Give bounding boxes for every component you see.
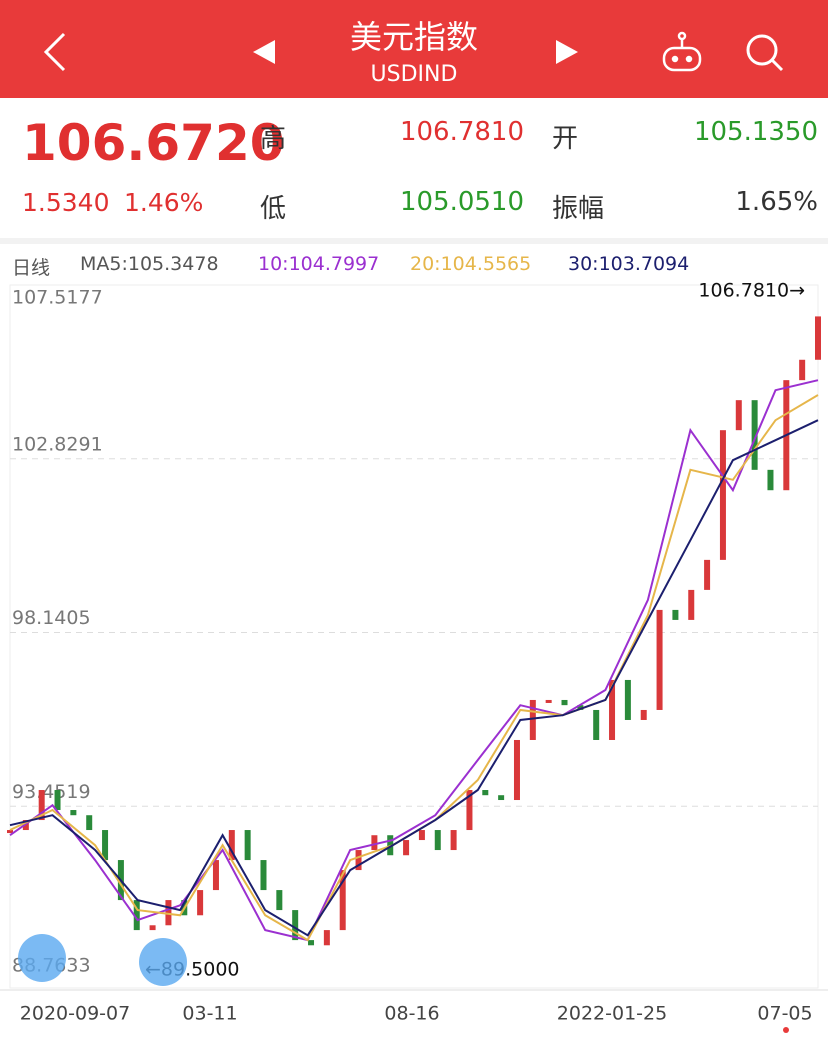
candle: [149, 925, 156, 931]
candle: [86, 815, 93, 831]
prev-icon[interactable]: [253, 40, 275, 64]
change: 1.5340: [22, 188, 110, 217]
candle: [212, 860, 219, 891]
candle: [7, 830, 13, 834]
low: 105.0510: [399, 187, 524, 217]
candle: [513, 739, 520, 801]
candle: [751, 400, 758, 470]
legend-ma10: 10:104.7997: [258, 253, 380, 275]
plot-frame: [9, 284, 819, 989]
candle: [688, 589, 695, 620]
candle: [561, 699, 568, 706]
candle: [197, 890, 204, 916]
candle: [165, 900, 172, 926]
candle: [704, 559, 711, 590]
candle: [38, 790, 45, 821]
candle: [355, 850, 362, 871]
candle: [767, 469, 774, 491]
divider: [0, 238, 828, 244]
high-annotation: 106.7810→: [698, 280, 805, 302]
change-pct: 1.46%: [124, 188, 204, 217]
next-icon[interactable]: [556, 40, 578, 64]
candle: [276, 890, 283, 911]
candle: [609, 679, 616, 740]
candle: [672, 609, 679, 620]
candle: [450, 830, 457, 851]
robot-icon[interactable]: [662, 31, 702, 72]
fullscreen-button[interactable]: [139, 938, 187, 986]
candle: [371, 835, 378, 851]
legend-period: 日线: [12, 257, 51, 279]
candle: [244, 830, 251, 861]
candle: [656, 609, 663, 710]
price: 106.6720: [22, 114, 285, 172]
candle: [577, 705, 584, 710]
zoom-button[interactable]: [18, 934, 66, 982]
candle: [323, 930, 330, 946]
open-label: 开: [552, 124, 579, 154]
ma-line: [9, 419, 819, 937]
candle: [418, 830, 425, 841]
legend-ma20: 20:104.5565: [410, 253, 532, 275]
y-tick-label: 93.4519: [12, 781, 91, 803]
y-tick-label: 98.1405: [12, 607, 91, 629]
candle: [292, 910, 299, 941]
amp: 1.65%: [735, 187, 818, 217]
candle: [640, 709, 647, 720]
candle: [466, 790, 473, 831]
subtitle: USDIND: [370, 62, 458, 87]
candle: [339, 870, 346, 931]
y-tick-label: 107.5177: [12, 287, 103, 309]
candle: [260, 860, 267, 891]
candle: [482, 790, 489, 796]
candle: [102, 830, 109, 861]
candle: [403, 840, 410, 856]
open: 105.1350: [693, 117, 818, 147]
search-icon[interactable]: [746, 34, 784, 72]
back-icon[interactable]: [43, 32, 66, 72]
x-tick-label: 2022-01-25: [557, 1003, 667, 1025]
title: 美元指数: [349, 18, 478, 56]
header: 美元指数 USDIND: [0, 0, 828, 98]
candle: [54, 790, 61, 811]
low-label: 低: [260, 194, 287, 224]
high-label: 高: [260, 124, 287, 154]
x-tick-label: 08-16: [384, 1003, 439, 1025]
candle: [815, 316, 821, 360]
y-tick-label: 102.8291: [12, 433, 103, 455]
candle: [593, 709, 600, 740]
amp-label: 振幅: [552, 194, 605, 224]
date-marker: [783, 1027, 789, 1033]
x-tick-label: 2020-09-07: [20, 1003, 130, 1025]
candle: [799, 359, 806, 381]
high: 106.7810: [399, 117, 524, 147]
candle: [498, 795, 505, 801]
candle: [529, 699, 536, 740]
ma-line: [9, 394, 819, 942]
x-tick-label: 03-11: [182, 1003, 237, 1025]
candle: [719, 430, 726, 560]
candle: [308, 940, 315, 946]
legend-ma30: 30:103.7094: [568, 253, 690, 275]
candle: [624, 679, 631, 720]
header-icons: [43, 31, 784, 72]
candle: [735, 400, 742, 431]
candle: [70, 810, 77, 816]
ma-line: [9, 379, 819, 942]
candle: [228, 830, 235, 861]
candle: [133, 900, 140, 931]
candle: [434, 830, 441, 851]
candle: [545, 699, 552, 703]
x-tick-label: 07-05: [757, 1003, 812, 1025]
legend-ma5: MA5:105.3478: [80, 253, 219, 275]
